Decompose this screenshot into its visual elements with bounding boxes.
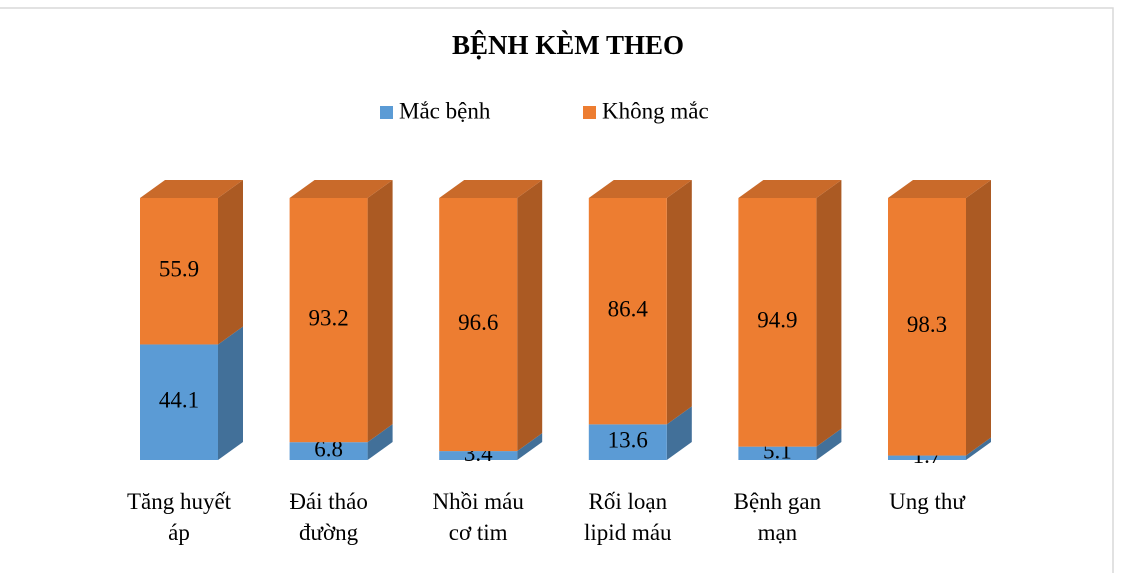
- bar: [888, 198, 966, 456]
- bar: [588, 424, 667, 460]
- bar-top: [140, 180, 243, 198]
- bar-side: [666, 180, 692, 425]
- data-label: 55.9: [159, 257, 199, 282]
- x-tick-label: Nhồi máu cơ tim: [432, 489, 524, 545]
- bar-top: [738, 180, 842, 198]
- x-tick-label: Ung thư: [889, 489, 965, 514]
- chart-frame: [0, 7, 1114, 573]
- bar-top: [888, 180, 991, 198]
- bar: [888, 455, 966, 460]
- bar: [439, 451, 518, 460]
- data-label: 94.9: [757, 308, 797, 333]
- legend-swatch: [583, 106, 596, 119]
- bar: [140, 198, 218, 345]
- x-tick-label: Đái tháo đường: [289, 489, 368, 545]
- legend-label: Mắc bệnh: [399, 98, 491, 123]
- chart-title: BỆNH KÈM THEO: [452, 30, 684, 60]
- bar-side: [517, 433, 543, 460]
- bar: [588, 198, 667, 425]
- legend-swatch: [380, 106, 393, 119]
- bar-side: [966, 437, 991, 460]
- legend-label: Không mắc: [602, 98, 709, 123]
- bar-side: [517, 180, 543, 452]
- data-label: 86.4: [608, 296, 649, 321]
- bar-side: [666, 406, 692, 460]
- bar: [140, 344, 218, 460]
- data-label: 13.6: [608, 427, 648, 452]
- bar-side: [966, 180, 991, 456]
- bar-side: [218, 180, 243, 345]
- bar-side: [367, 180, 393, 443]
- bar-side: [816, 180, 842, 447]
- bar: [289, 442, 368, 460]
- data-label: 98.3: [907, 312, 947, 337]
- x-tick-label: Bệnh gan mạn: [733, 489, 822, 545]
- bar: [289, 198, 368, 443]
- bar: [738, 446, 817, 460]
- bar-side: [218, 326, 243, 460]
- x-tick-label: Tăng huyết áp: [126, 489, 232, 545]
- bar-side: [367, 424, 393, 460]
- x-tick-label: Rối loạn lipid máu: [584, 489, 672, 545]
- bar: [738, 198, 817, 447]
- bar-top: [289, 180, 393, 198]
- bar-top: [439, 180, 543, 198]
- data-label: 96.6: [458, 310, 498, 335]
- bar-top: [588, 180, 692, 198]
- data-label: 44.1: [159, 388, 199, 413]
- data-label: 93.2: [308, 305, 348, 330]
- bar: [439, 198, 518, 452]
- bar-side: [816, 428, 842, 460]
